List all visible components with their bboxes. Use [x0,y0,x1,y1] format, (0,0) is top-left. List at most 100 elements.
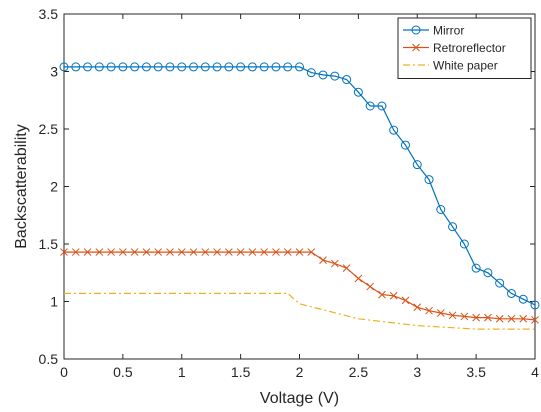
retroreflector-point [60,248,68,256]
mirror-point [342,75,352,85]
white-paper-line [64,292,535,330]
mirror-point [330,71,340,81]
retroreflector-point [389,291,398,300]
retroreflector-point [166,248,174,256]
series-layer [59,62,540,330]
y-axis-label: Backscatterability [13,124,30,249]
mirror-point [353,87,363,97]
mirror-point [483,268,493,278]
y-tick-label: 2 [50,179,58,195]
retroreflector-point [531,316,539,324]
x-tick-label: 1 [178,364,186,380]
white-paper-series [64,292,535,330]
retroreflector-point [142,248,151,256]
retroreflector-point [177,248,186,256]
mirror-point [200,62,210,72]
mirror-point [224,62,234,72]
mirror-point [424,175,434,185]
x-tick-label: 3 [413,364,421,380]
mirror-point [94,62,104,72]
mirror-point [283,62,293,72]
retroreflector-series [60,248,539,324]
mirror-point [459,239,469,249]
retroreflector-point [307,248,316,256]
mirror-point [165,62,175,72]
retroreflector-point [401,296,410,305]
mirror-point [365,101,375,111]
retroreflector-point [295,248,304,256]
retroreflector-point [495,314,504,323]
mirror-point [377,101,387,111]
mirror-point [448,222,458,232]
mirror-point [389,125,399,135]
axis-ticks: 0 0.5 1 1.5 2 2.5 3 3.5 40.511.522.533.5 [39,6,540,380]
mirror-point [130,62,140,72]
x-axis-label: Voltage (V) [260,390,339,407]
y-tick-label: 1.5 [39,236,59,252]
mirror-point [236,62,246,72]
x-tick-label: 0 [60,364,68,380]
retroreflector-point [378,290,386,299]
retroreflector-point [448,311,457,320]
retroreflector-point [224,248,233,256]
mirror-point [247,62,257,72]
x-tick-label: 1.5 [231,364,251,380]
x-tick-label: 2 [296,364,304,380]
legend-retroreflector-point [412,43,420,52]
retroreflector-point [83,248,92,256]
mirror-point [530,300,540,310]
retroreflector-point [119,248,127,256]
legend-mirror-point [411,25,421,35]
retroreflector-point [484,313,492,322]
retroreflector-point [460,312,469,321]
mirror-point [400,140,410,150]
retroreflector-point [507,314,516,323]
x-tick-label: 2.5 [349,364,369,380]
retroreflector-point [248,248,257,256]
retroreflector-point [107,248,115,256]
x-tick-label: 3.5 [466,364,486,380]
mirror-point [306,68,316,78]
retroreflector-point [236,248,245,256]
retroreflector-point [330,259,339,268]
retroreflector-point [95,248,104,256]
mirror-series [59,62,540,310]
mirror-point [118,62,128,72]
retroreflector-point [71,248,80,256]
retroreflector-point [283,248,292,256]
legend: Mirror Retroreflector White paper [397,17,532,79]
mirror-point [189,62,199,72]
y-tick-label: 0.5 [39,351,59,367]
legend-white-paper-label: White paper [433,59,498,73]
retroreflector-point [354,274,363,283]
retroreflector-point [213,248,221,256]
mirror-point [141,62,151,72]
retroreflector-point [436,309,445,317]
x-tick-label: 4 [531,364,539,380]
retroreflector-point [201,248,210,256]
mirror-point [518,294,528,304]
y-tick-label: 3.5 [39,6,59,22]
retroreflector-point [519,314,528,323]
mirror-point [506,288,516,298]
mirror-point [83,62,93,72]
retroreflector-point [472,313,480,322]
mirror-point [436,205,446,214]
retroreflector-point [366,282,375,291]
mirror-point [471,263,481,273]
mirror-point [59,62,69,72]
mirror-point [295,62,304,72]
y-tick-label: 1 [50,294,58,310]
mirror-point [318,70,328,80]
retroreflector-point [319,256,327,264]
retroreflector-point [260,248,269,256]
mirror-point [106,62,116,72]
y-tick-label: 2.5 [39,121,59,137]
legend-retroreflector-label: Retroreflector [433,41,506,55]
mirror-point [259,62,269,72]
mirror-point [212,62,222,72]
retroreflector-point [425,306,433,315]
x-tick-label: 0.5 [113,364,133,380]
mirror-point [495,278,505,288]
mirror-point [177,62,187,72]
